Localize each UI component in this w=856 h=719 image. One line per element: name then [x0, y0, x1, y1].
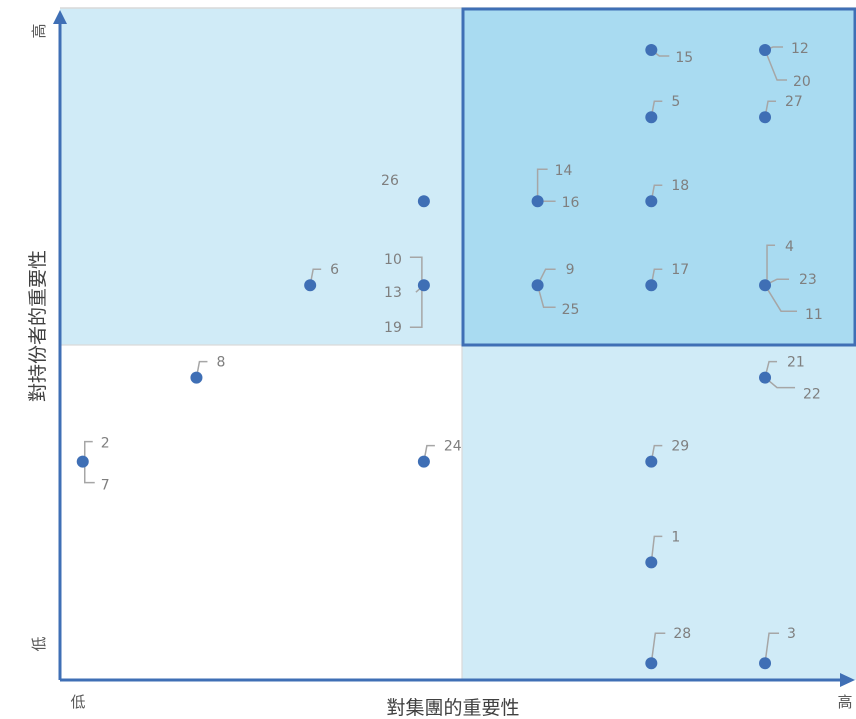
data-point-group: 12 20 — [759, 41, 811, 90]
leader-line — [650, 632, 666, 664]
data-point-marker — [190, 371, 203, 384]
quadrant-top-left — [60, 8, 462, 345]
point-label: 5 — [671, 94, 680, 110]
data-point-group: 18 — [645, 178, 689, 208]
data-point-marker — [645, 279, 658, 292]
data-point-group: 3 — [759, 626, 796, 670]
data-point-group: 8 — [190, 355, 225, 384]
quadrant-bottom-left — [60, 345, 462, 680]
data-point-marker — [304, 279, 317, 292]
x-axis-arrow — [840, 673, 855, 687]
point-label: 4 — [785, 239, 794, 255]
point-label: 2 — [101, 436, 110, 452]
point-label: 7 — [101, 478, 110, 494]
axes — [53, 10, 855, 687]
leader-line — [536, 168, 548, 202]
point-label: 3 — [787, 626, 796, 642]
point-label: 12 — [791, 41, 809, 57]
data-point-marker — [759, 371, 772, 384]
point-label: 13 — [384, 285, 402, 301]
point-label: 24 — [444, 439, 462, 455]
data-point-marker — [759, 44, 772, 56]
point-label: 18 — [671, 178, 689, 194]
x-axis-title: 對集團的重要性 — [386, 697, 519, 719]
data-point-marker — [645, 44, 658, 56]
data-point-group: 10 13 19 — [384, 252, 430, 336]
y-axis-title: 對持份者的重要性 — [27, 250, 49, 402]
data-point-marker — [417, 195, 430, 208]
data-point-group: 21 22 — [759, 355, 821, 403]
data-point-marker — [645, 195, 658, 208]
point-label: 20 — [793, 74, 811, 90]
x-axis-high-label: 高 — [837, 693, 852, 711]
data-point-marker — [759, 111, 772, 124]
point-label: 26 — [381, 173, 399, 189]
leader-line — [764, 284, 798, 312]
data-point-marker — [759, 279, 772, 292]
point-label: 14 — [555, 163, 573, 179]
data-point-marker — [645, 111, 658, 124]
leader-line — [766, 244, 776, 286]
data-point-group: 17 — [645, 262, 689, 292]
y-axis-low-label: 低 — [30, 636, 48, 651]
data-point-marker — [645, 657, 658, 670]
data-point-group: 15 — [645, 44, 693, 66]
data-point-group: 28 — [645, 626, 691, 670]
data-point-group: 1 — [645, 529, 680, 569]
data-point-group: 24 — [417, 439, 462, 468]
y-axis-high-label: 高 — [30, 23, 48, 38]
data-point-marker — [645, 556, 658, 569]
point-label: 27 — [785, 94, 803, 110]
leader-line — [650, 535, 663, 563]
point-label: 29 — [671, 439, 689, 455]
point-label: 22 — [803, 387, 821, 403]
point-label: 17 — [671, 262, 689, 278]
point-label: 25 — [562, 302, 580, 318]
point-label: 10 — [384, 252, 402, 268]
x-axis-low-label: 低 — [70, 693, 85, 711]
quadrant-backgrounds — [60, 7, 856, 680]
data-point-marker — [759, 657, 772, 670]
leader-line — [764, 49, 788, 81]
data-point-group: 9 25 — [531, 262, 580, 318]
y-axis-arrow — [53, 10, 67, 24]
data-point-marker — [645, 455, 658, 468]
data-point-group: 27 — [759, 94, 803, 124]
data-point-group: 5 — [645, 94, 680, 124]
data-point-group: 27 — [76, 436, 110, 494]
data-points: 5151220271416189251742311261013196827242… — [76, 41, 823, 670]
data-point-group: 4 23 11 — [759, 239, 823, 323]
point-label: 19 — [384, 320, 402, 336]
point-label: 15 — [675, 50, 693, 66]
data-point-group: 6 — [304, 262, 339, 292]
point-label: 9 — [566, 262, 575, 278]
point-label: 28 — [673, 626, 691, 642]
leader-line — [764, 632, 780, 664]
data-point-group: 29 — [645, 439, 689, 468]
data-point-marker — [76, 455, 89, 468]
data-point-marker — [531, 195, 544, 208]
data-point-marker — [417, 279, 430, 292]
leader-line — [536, 285, 556, 308]
data-point-marker — [417, 455, 430, 468]
point-label: 6 — [330, 262, 339, 278]
quadrant-top-right — [462, 8, 856, 345]
point-label: 23 — [799, 272, 817, 288]
point-label: 8 — [216, 355, 225, 371]
data-point-group: 26 — [381, 173, 430, 208]
point-label: 11 — [805, 307, 823, 323]
point-label: 1 — [671, 529, 680, 545]
data-point-group: 14 16 — [531, 163, 580, 211]
data-point-marker — [531, 279, 544, 292]
point-label: 16 — [562, 195, 580, 211]
leader-line — [409, 256, 423, 328]
point-label: 21 — [787, 355, 805, 371]
quadrant-bottom-right — [462, 345, 856, 680]
high-priority-quadrant-border — [461, 7, 856, 347]
